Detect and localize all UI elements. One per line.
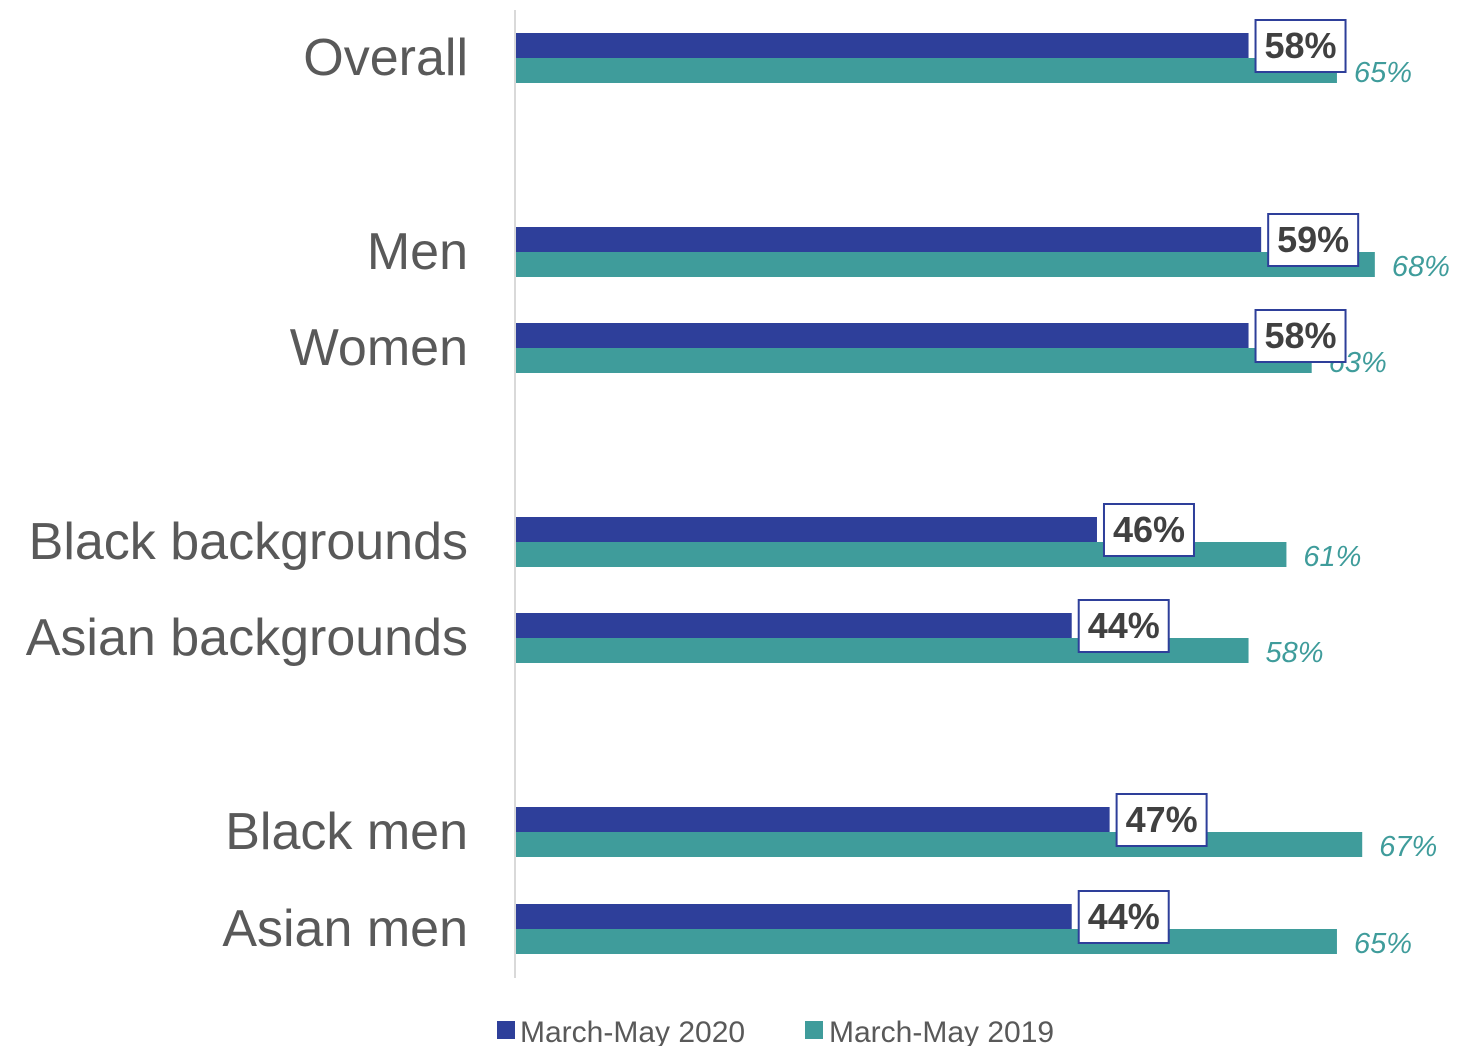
- category-label-asian-backgrounds: Asian backgrounds: [26, 609, 468, 667]
- category-label-overall: Overall: [303, 29, 468, 87]
- category-label-black-men: Black men: [225, 803, 468, 861]
- category-label-black-backgrounds: Black backgrounds: [29, 513, 468, 571]
- data-label-box-2020-black-backgrounds: [1102, 503, 1195, 557]
- category-labels: Overall Men Women Black backgrounds Asian ba…: [26, 29, 468, 958]
- data-label-2019-men: 68%: [1392, 251, 1450, 283]
- legend-label-2019: March-May 2019: [829, 1016, 1054, 1046]
- legend: March-May 2020 March-May 2019: [497, 1016, 1054, 1046]
- bar-2019-overall: [516, 58, 1337, 83]
- data-label-2020-overall: 58%: [1265, 25, 1337, 66]
- data-label-2020-asian-men: 44%: [1088, 896, 1160, 937]
- data-label-2019-asian-backgrounds: 58%: [1266, 637, 1324, 669]
- bar-2020-overall: [516, 33, 1249, 58]
- data-label-box-2020-asian-backgrounds: [1077, 599, 1170, 653]
- data-label-2019-black-backgrounds: 61%: [1303, 541, 1361, 573]
- data-label-box-2020-overall: [1254, 19, 1347, 73]
- data-label-2020-men: 59%: [1277, 219, 1349, 260]
- category-label-men: Men: [367, 223, 468, 281]
- bar-2020-asian-men: [516, 904, 1072, 929]
- data-label-2019-asian-men: 65%: [1354, 928, 1412, 960]
- data-label-2019-black-men: 67%: [1379, 831, 1437, 863]
- data-label-2020-asian-backgrounds: 44%: [1088, 605, 1160, 646]
- bars: [516, 33, 1375, 954]
- category-label-women: Women: [290, 319, 468, 377]
- data-label-box-2020-black-men: [1115, 793, 1208, 847]
- category-label-asian-men: Asian men: [222, 900, 468, 958]
- data-label-2019-overall: 65%: [1354, 57, 1412, 89]
- bar-2019-men: [516, 252, 1375, 277]
- legend-swatch-2020: [497, 1021, 515, 1039]
- legend-swatch-2019: [805, 1021, 823, 1039]
- data-label-box-2020-asian-men: [1077, 890, 1170, 944]
- bar-2019-black-men: [516, 832, 1363, 857]
- data-label-2020-black-backgrounds: 46%: [1113, 509, 1185, 550]
- bar-2020-asian-backgrounds: [516, 613, 1072, 638]
- data-label-box-2020-men: [1267, 213, 1360, 267]
- data-label-2020-black-men: 47%: [1126, 799, 1198, 840]
- data-label-2020-women: 58%: [1265, 315, 1337, 356]
- bar-2020-black-men: [516, 807, 1110, 832]
- bar-2020-men: [516, 227, 1262, 252]
- data-label-box-2020-women: [1254, 309, 1347, 363]
- bar-2019-asian-men: [516, 929, 1337, 954]
- legend-label-2020: March-May 2020: [520, 1016, 745, 1046]
- bar-2020-women: [516, 323, 1249, 348]
- bar-2020-black-backgrounds: [516, 517, 1097, 542]
- data-labels: 65%68%63%61%58%67%65%58%59%58%46%44%47%4…: [1077, 19, 1450, 960]
- bar-2019-women: [516, 348, 1312, 373]
